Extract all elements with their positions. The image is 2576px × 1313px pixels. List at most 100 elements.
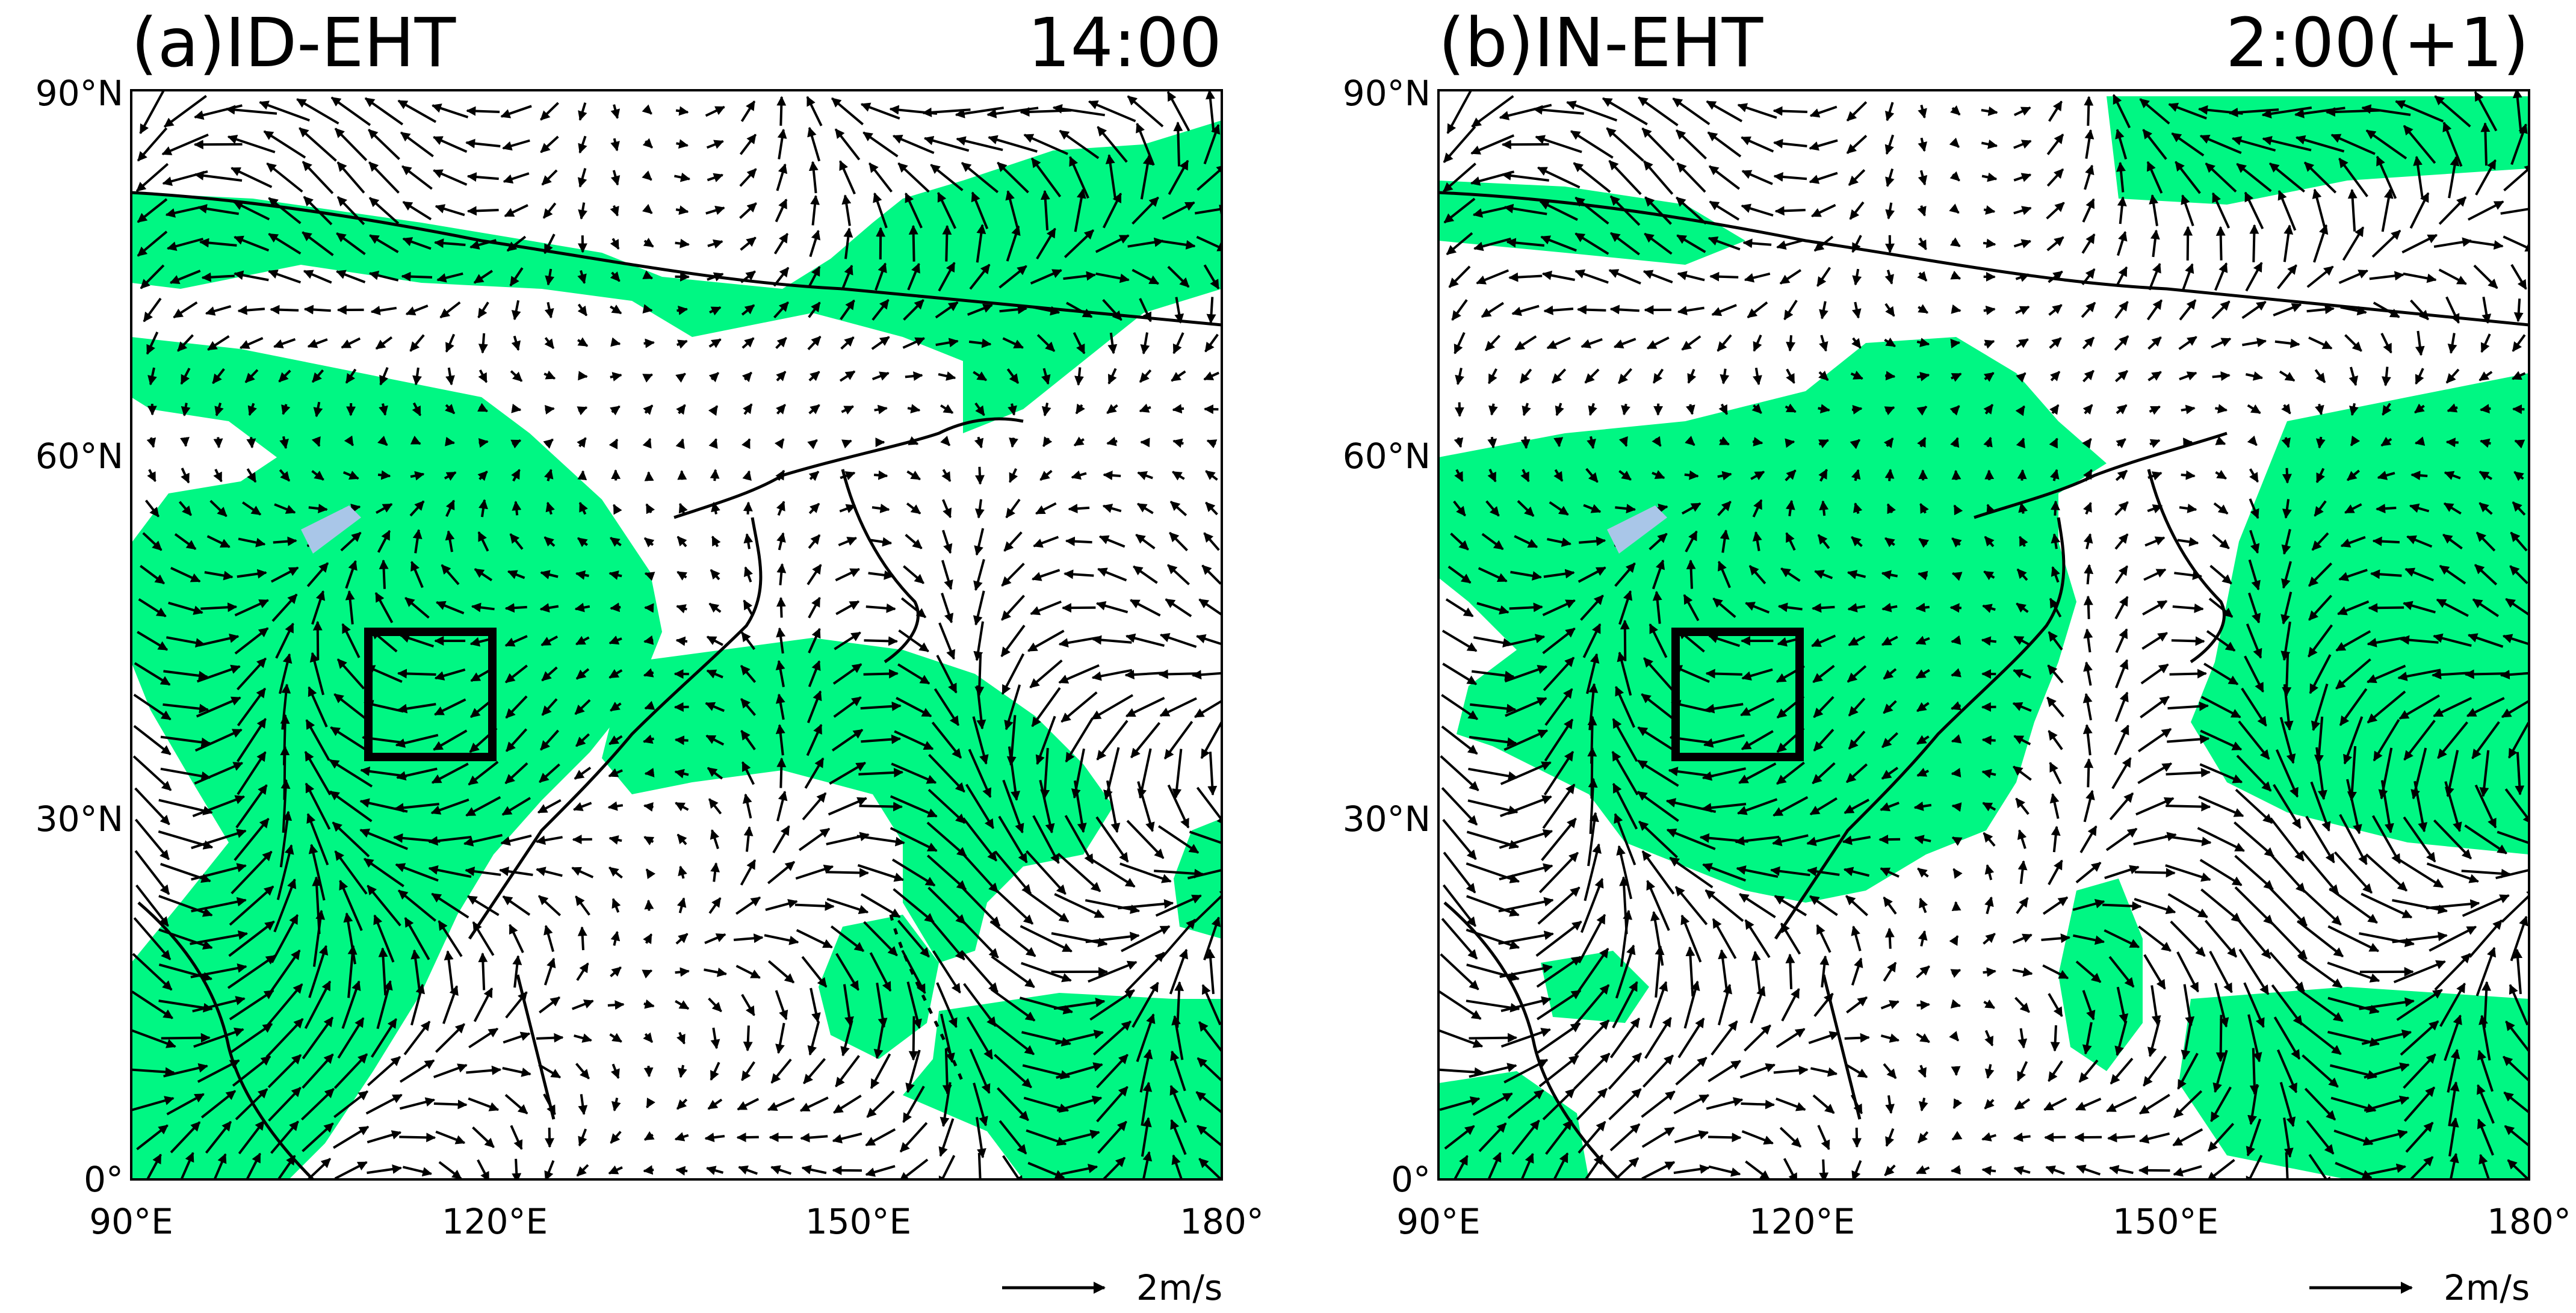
- wind-vector: [500, 105, 532, 119]
- wind-vector: [2013, 106, 2031, 117]
- wind-vector: [1194, 204, 1222, 215]
- wind-vector: [146, 437, 156, 448]
- wind-vector: [2277, 264, 2297, 289]
- wind-vector: [345, 560, 358, 589]
- wind-vector: [807, 439, 818, 450]
- wind-vector: [1884, 102, 1895, 122]
- panel-b-wind-vectors: [1438, 90, 2529, 1179]
- wind-vector: [643, 238, 654, 248]
- wind-vector: [608, 570, 622, 580]
- wind-vector: [708, 372, 720, 383]
- wind-vector: [2380, 333, 2392, 354]
- wind-vector: [938, 371, 956, 381]
- wind-vector: [2046, 202, 2065, 220]
- wind-vector: [231, 167, 273, 188]
- wind-vector: [468, 1027, 499, 1049]
- wind-vector: [1983, 238, 1996, 249]
- wind-vector: [541, 666, 558, 682]
- wind-vector: [2361, 892, 2413, 919]
- wind-vector: [296, 98, 339, 125]
- wind-vector: [2234, 886, 2274, 925]
- wind-vector: [808, 596, 821, 619]
- wind-vector: [1644, 1016, 1672, 1059]
- wind-vector: [968, 338, 992, 348]
- wind-vector: [1883, 1063, 1897, 1080]
- wind-vector: [2273, 303, 2302, 317]
- wind-vector: [160, 862, 211, 883]
- wind-vector: [1851, 1160, 1862, 1179]
- wind-vector: [2107, 1132, 2135, 1143]
- wind-vector: [511, 469, 521, 482]
- wind-vector: [1473, 237, 1511, 252]
- wind-vector: [1677, 306, 1704, 316]
- wind-vector: [1032, 815, 1060, 864]
- wind-vector: [543, 370, 556, 380]
- wind-vector: [2016, 897, 2029, 914]
- wind-vector: [2503, 235, 2529, 252]
- wind-vector: [575, 895, 590, 916]
- wind-vector: [2347, 188, 2358, 232]
- wind-vector: [345, 590, 355, 625]
- wind-vector: [935, 338, 959, 348]
- wind-vector: [675, 802, 689, 812]
- wind-vector: [478, 369, 488, 383]
- wind-vector: [367, 1164, 403, 1175]
- wind-vector: [974, 652, 985, 697]
- wind-vector: [1706, 1097, 1744, 1110]
- wind-vector: [131, 1067, 175, 1077]
- wind-vector: [2084, 564, 2094, 585]
- wind-vector: [511, 403, 522, 413]
- wind-vector: [1170, 1119, 1187, 1155]
- wind-vector: [1674, 886, 1708, 925]
- wind-vector: [806, 96, 823, 126]
- wind-vector: [2177, 537, 2199, 547]
- panel-a-lake-baikal: [301, 505, 361, 554]
- panel-a-xtick-90e: 90°E: [89, 1201, 173, 1242]
- wind-vector: [435, 601, 465, 614]
- wind-vector: [439, 301, 461, 319]
- wind-vector: [2426, 899, 2480, 910]
- wind-vector: [833, 1095, 862, 1114]
- wind-vector: [1916, 1165, 1930, 1175]
- wind-vector: [2116, 404, 2128, 415]
- wind-vector: [1097, 567, 1127, 582]
- wind-vector: [739, 134, 757, 155]
- wind-vector: [367, 1055, 401, 1087]
- wind-vector: [1951, 802, 1962, 812]
- wind-vector: [194, 762, 244, 785]
- wind-vector: [2115, 129, 2128, 159]
- wind-vector: [1065, 536, 1092, 546]
- wind-vector: [577, 537, 588, 548]
- wind-vector: [808, 301, 821, 318]
- wind-vector: [1466, 895, 1520, 917]
- wind-vector: [577, 270, 587, 285]
- wind-vector: [2042, 896, 2069, 915]
- wind-vector: [375, 336, 393, 350]
- wind-vector: [2282, 468, 2292, 484]
- wind-vector: [841, 439, 852, 449]
- wind-vector: [1194, 699, 1222, 718]
- wind-vector: [1451, 299, 1468, 321]
- wind-vector: [935, 301, 959, 319]
- wind-vector: [399, 1059, 435, 1083]
- wind-vector: [161, 1033, 211, 1043]
- wind-vector: [313, 401, 323, 418]
- wind-vector: [1106, 404, 1118, 415]
- wind-vector: [708, 602, 722, 613]
- wind-vector: [309, 652, 325, 696]
- wind-vector: [2138, 925, 2172, 952]
- wind-vector: [1487, 436, 1497, 449]
- wind-vector: [1584, 368, 1600, 384]
- wind-vector: [642, 373, 654, 383]
- wind-vector: [835, 1055, 860, 1087]
- wind-vector: [642, 170, 652, 181]
- wind-vector: [543, 438, 554, 449]
- wind-vector: [1744, 1024, 1771, 1052]
- wind-vector: [305, 719, 330, 761]
- wind-vector: [1098, 535, 1125, 548]
- wind-vector: [2138, 1093, 2170, 1115]
- wind-vector: [926, 821, 967, 857]
- wind-vector: [1498, 930, 1554, 945]
- wind-vector: [500, 834, 532, 846]
- wind-vector: [974, 528, 985, 556]
